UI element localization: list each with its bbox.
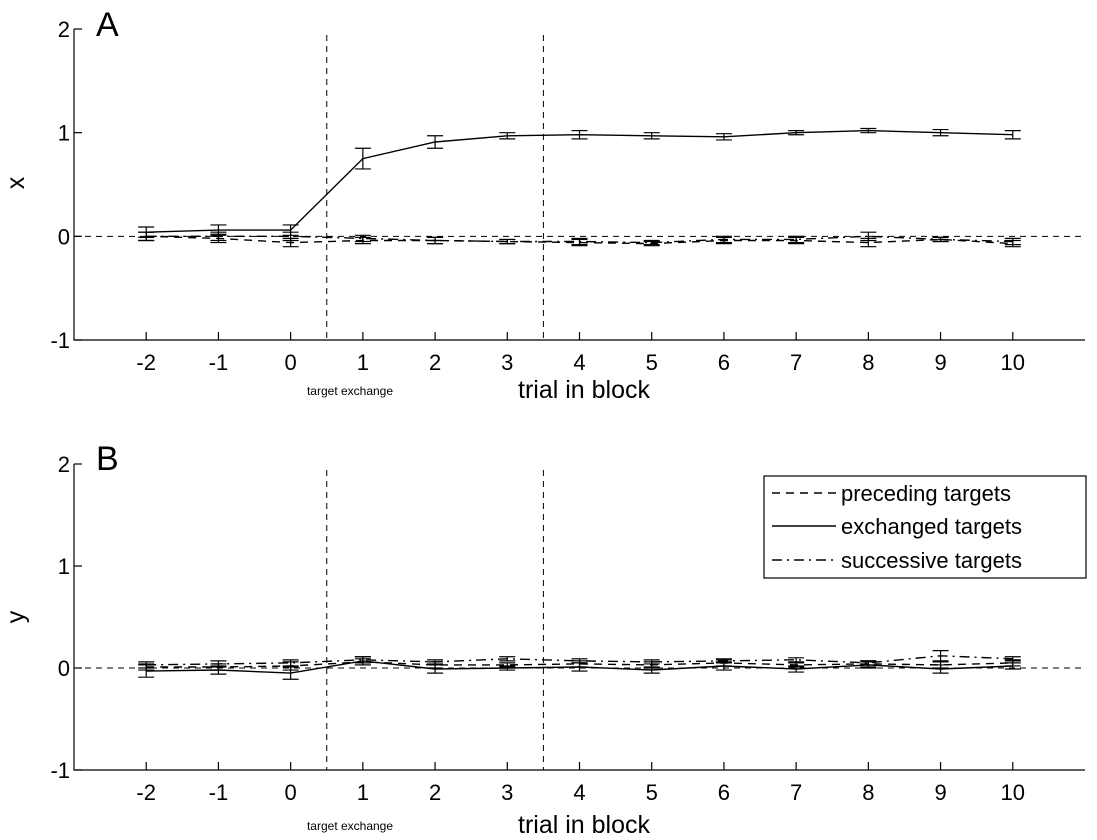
panel-a-errorbar-exchanged bbox=[1004, 129, 1021, 140]
panel-b-errorbar-successive bbox=[788, 657, 805, 663]
panel-a-errorbar-exchanged bbox=[788, 129, 805, 136]
panel-a-axes bbox=[73, 29, 1085, 341]
panel-b-xtick-label: 2 bbox=[429, 780, 441, 805]
panel-b-xtick-label: 6 bbox=[718, 780, 730, 805]
panel-a-errorbar-successive bbox=[210, 231, 227, 242]
panel-a-errorbar-successive bbox=[860, 231, 877, 242]
panel-a-errorbar-exchanged bbox=[715, 133, 732, 141]
panel-b-ylabel: y bbox=[2, 610, 30, 623]
panel-b-ytick-label: 2 bbox=[58, 452, 70, 477]
panel-b-xtick-label: 3 bbox=[501, 780, 513, 805]
panel-a-errorbar-successive bbox=[354, 234, 371, 243]
panel-b-target-exchange-annotation: target exchange bbox=[307, 819, 393, 833]
panel-b-errorbar-successive bbox=[860, 660, 877, 666]
panel-a-errorbar-exchanged bbox=[427, 135, 444, 149]
panel-a-series-exchanged bbox=[146, 129, 1013, 233]
panel-b-ytick-label: 1 bbox=[58, 554, 70, 579]
panel-b-errorbar-exchanged bbox=[282, 666, 299, 680]
panel-a-xtick-label: 3 bbox=[501, 350, 513, 375]
panel-b-xtick-label: 4 bbox=[573, 780, 585, 805]
panel-a-xtick-label: -2 bbox=[136, 350, 156, 375]
panel-b-errorbar-successive bbox=[210, 660, 227, 668]
panel-b-errorbar-exchanged bbox=[932, 664, 949, 674]
panel-b-errorbar-exchanged bbox=[643, 666, 660, 674]
panel-b-letter: B bbox=[96, 440, 119, 478]
panel-a-errorbar-exchanged bbox=[354, 147, 371, 170]
panel-b-xtick-label: 7 bbox=[790, 780, 802, 805]
panel-b-xtick-label: -1 bbox=[209, 780, 229, 805]
panel-b-errorbar-successive bbox=[715, 658, 732, 664]
panel-a-xtick-label: 8 bbox=[862, 350, 874, 375]
legend: preceding targets exchanged targets succ… bbox=[763, 475, 1087, 579]
panel-a-target-exchange-annotation: target exchange bbox=[307, 384, 393, 398]
panel-a-errorbar-successive bbox=[788, 235, 805, 244]
panel-a-xtick-label: 10 bbox=[1001, 350, 1025, 375]
panel-a-xtick-label: 5 bbox=[646, 350, 658, 375]
panel-b-xtick-label: 8 bbox=[862, 780, 874, 805]
panel-b: B y trial in block target exchange -1 0 1 2… bbox=[2, 440, 1087, 839]
panel-a-ylabel: x bbox=[2, 176, 30, 189]
panel-b-xtick-label: 10 bbox=[1001, 780, 1025, 805]
panel-a-errorbar-successive bbox=[138, 231, 155, 242]
panel-a-errorbar-successive bbox=[427, 236, 444, 245]
legend-label-preceding: preceding targets bbox=[841, 481, 1011, 506]
panel-b-errorbar-successive bbox=[932, 650, 949, 662]
panel-b-xtick-label: 9 bbox=[934, 780, 946, 805]
panel-a-xtick-label: 2 bbox=[429, 350, 441, 375]
panel-a-errorbar-successive bbox=[643, 239, 660, 246]
panel-a-xtick-label: 6 bbox=[718, 350, 730, 375]
panel-b-errorbar-successive bbox=[427, 659, 444, 665]
panel-b-xtick-label: 5 bbox=[646, 780, 658, 805]
panel-a-xtick-label: 4 bbox=[573, 350, 585, 375]
panel-b-errorbar-successive bbox=[282, 659, 299, 667]
panel-b-xtick-label: 0 bbox=[285, 780, 297, 805]
panel-a-xtick-label: 7 bbox=[790, 350, 802, 375]
panel-a-letter: A bbox=[96, 6, 119, 44]
panel-a-errorbar-exchanged bbox=[499, 132, 516, 140]
panel-a-ytick-label: -1 bbox=[50, 328, 70, 353]
legend-label-exchanged: exchanged targets bbox=[841, 514, 1022, 539]
panel-b-xtick-label: 1 bbox=[357, 780, 369, 805]
panel-b-plot: -1 0 1 2 -2 -1 0 1 2 3 4 5 6 7 8 9 10 bbox=[50, 452, 1085, 805]
panel-a-errorbar-successive bbox=[1004, 237, 1021, 246]
panel-b-errorbar-exchanged bbox=[427, 664, 444, 674]
panel-a-xlabel: trial in block bbox=[518, 376, 650, 404]
panel-b-errorbar-successive bbox=[354, 656, 371, 664]
panel-a-errorbar-exchanged bbox=[571, 129, 588, 140]
panel-b-ytick-label: 0 bbox=[58, 656, 70, 681]
panel-b-errorbar-successive bbox=[138, 661, 155, 669]
panel-b-errorbar-successive bbox=[571, 658, 588, 664]
panel-b-xtick-label: -2 bbox=[136, 780, 156, 805]
panel-a-xtick-label: 1 bbox=[357, 350, 369, 375]
panel-a-errorbar-successive bbox=[932, 236, 949, 243]
panel-b-ytick-label: -1 bbox=[50, 758, 70, 783]
legend-label-successive: successive targets bbox=[841, 548, 1022, 573]
panel-a-xtick-label: 0 bbox=[285, 350, 297, 375]
panel-a-ytick-label: 1 bbox=[58, 121, 70, 146]
panel-b-errorbar-exchanged bbox=[1004, 662, 1021, 670]
panel-a-plot: -1 0 1 2 -2 -1 0 1 2 3 4 5 6 7 8 9 10 bbox=[50, 17, 1085, 375]
panel-a-errorbar-successive bbox=[282, 231, 299, 242]
panel-b-errorbar-successive bbox=[643, 659, 660, 665]
panel-b-errorbar-exchanged bbox=[788, 665, 805, 673]
panel-a-errorbar-exchanged bbox=[643, 132, 660, 140]
panel-a-ytick-label: 0 bbox=[58, 224, 70, 249]
panel-a: A x trial in block target exchange -1 0 1 2… bbox=[2, 6, 1085, 404]
panel-a-errorbar-exchanged bbox=[860, 127, 877, 134]
panel-a-ytick-label: 2 bbox=[58, 17, 70, 42]
panel-a-xtick-label: 9 bbox=[934, 350, 946, 375]
panel-a-errorbar-successive bbox=[499, 238, 516, 245]
panel-b-errorbar-successive bbox=[499, 656, 516, 662]
panel-b-errorbar-exchanged bbox=[499, 665, 516, 671]
panel-b-errorbar-successive bbox=[1004, 656, 1021, 662]
panel-a-errorbar-successive bbox=[715, 235, 732, 244]
panel-a-xtick-label: -1 bbox=[209, 350, 229, 375]
panel-a-errorbar-exchanged bbox=[932, 128, 949, 137]
panel-a-errorbar-successive bbox=[571, 237, 588, 246]
panel-b-xlabel: trial in block bbox=[518, 811, 650, 839]
